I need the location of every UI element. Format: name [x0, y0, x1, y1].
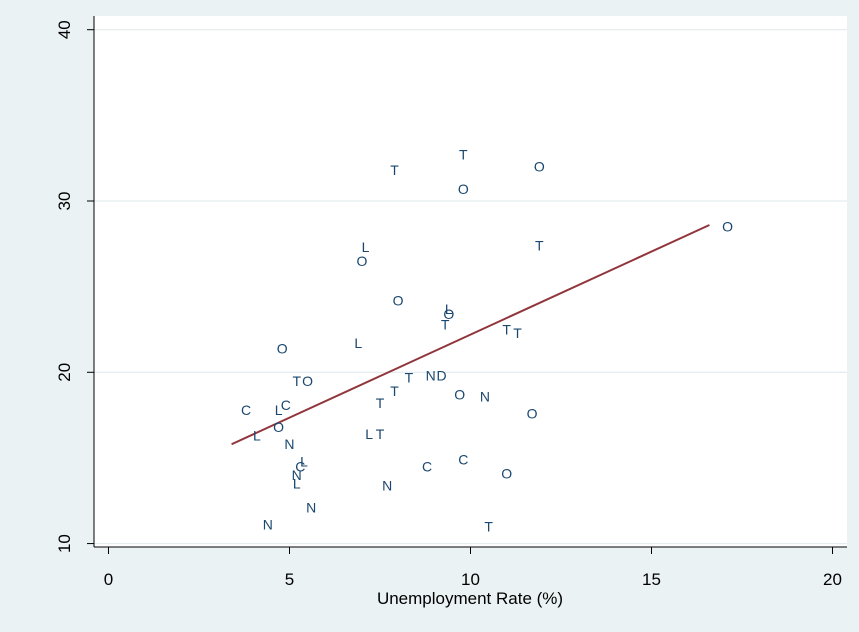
data-point: C — [422, 458, 432, 474]
data-point: L — [253, 428, 261, 444]
x-tick-label: 0 — [104, 570, 113, 589]
grid-lines — [94, 29, 847, 545]
data-point: D — [436, 368, 446, 384]
data-point: O — [277, 340, 288, 356]
plot-area — [94, 16, 847, 547]
data-point: L — [362, 239, 370, 255]
data-point: C — [241, 402, 251, 418]
x-tick-label: 15 — [642, 570, 661, 589]
data-point: T — [390, 162, 399, 178]
data-point: L — [354, 335, 362, 351]
data-point: O — [273, 419, 284, 435]
y-tick-label: 20 — [55, 363, 74, 382]
data-point: N — [480, 388, 490, 404]
data-point: L — [445, 301, 453, 317]
data-point: C — [295, 458, 305, 474]
data-point: O — [534, 159, 545, 175]
x-tick-label: 20 — [823, 570, 842, 589]
data-point: T — [405, 369, 414, 385]
data-point: L — [365, 426, 373, 442]
data-point: T — [376, 426, 385, 442]
data-point: T — [535, 238, 544, 254]
data-point: T — [441, 316, 450, 332]
y-tick-label: 10 — [55, 534, 74, 553]
x-axis-title: Unemployment Rate (%) — [377, 589, 563, 608]
data-point: T — [292, 373, 301, 389]
data-point: T — [376, 395, 385, 411]
data-point: L — [275, 402, 283, 418]
data-point: T — [390, 383, 399, 399]
data-point: T — [513, 325, 522, 341]
data-point: O — [302, 373, 313, 389]
data-point: C — [281, 397, 291, 413]
data-point: L — [300, 453, 308, 469]
data-point: L — [293, 476, 301, 492]
data-point: O — [527, 405, 538, 421]
fit-line-group — [231, 224, 710, 446]
data-point: O — [356, 253, 367, 269]
data-point: N — [426, 368, 436, 384]
tick-marks — [87, 29, 834, 554]
data-point: O — [501, 465, 512, 481]
y-tick-label: 30 — [55, 192, 74, 211]
data-point: O — [458, 181, 469, 197]
data-point: O — [454, 387, 465, 403]
data-point: O — [722, 219, 733, 235]
data-point: O — [393, 292, 404, 308]
data-point: N — [292, 467, 302, 483]
data-point: T — [502, 321, 511, 337]
data-point: C — [458, 452, 468, 468]
fit-line — [231, 224, 710, 446]
x-tick-label: 5 — [285, 570, 294, 589]
data-point: O — [443, 306, 454, 322]
data-point: N — [382, 477, 392, 493]
data-point: T — [484, 518, 493, 534]
y-tick-label: 40 — [55, 20, 74, 39]
data-point: N — [284, 436, 294, 452]
data-point: N — [263, 517, 273, 533]
data-point: N — [306, 500, 316, 516]
data-point: T — [459, 147, 468, 163]
x-tick-label: 10 — [461, 570, 480, 589]
